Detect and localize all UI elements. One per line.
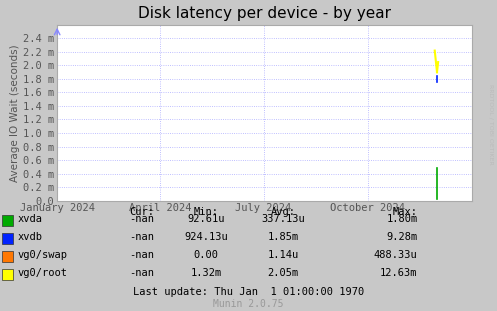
Text: -nan: -nan (129, 232, 154, 242)
Text: -nan: -nan (129, 250, 154, 260)
Text: Avg:: Avg: (271, 207, 296, 217)
Text: 1.32m: 1.32m (191, 268, 222, 278)
Text: Max:: Max: (393, 207, 417, 217)
Text: 2.05m: 2.05m (268, 268, 299, 278)
Text: -nan: -nan (129, 268, 154, 278)
Text: -nan: -nan (129, 214, 154, 224)
Text: 92.61u: 92.61u (187, 214, 225, 224)
Text: RRDTOOL / TOBI OETIKER: RRDTOOL / TOBI OETIKER (489, 84, 494, 165)
Text: Min:: Min: (194, 207, 219, 217)
Text: vg0/root: vg0/root (17, 268, 68, 278)
Text: 9.28m: 9.28m (386, 232, 417, 242)
Text: 337.13u: 337.13u (261, 214, 305, 224)
Text: vg0/swap: vg0/swap (17, 250, 68, 260)
Text: Cur:: Cur: (129, 207, 154, 217)
Text: 488.33u: 488.33u (374, 250, 417, 260)
Text: xvdb: xvdb (17, 232, 42, 242)
Text: 12.63m: 12.63m (380, 268, 417, 278)
Text: xvda: xvda (17, 214, 42, 224)
Text: 1.85m: 1.85m (268, 232, 299, 242)
Y-axis label: Average IO Wait (seconds): Average IO Wait (seconds) (10, 44, 20, 182)
Title: Disk latency per device - by year: Disk latency per device - by year (138, 6, 391, 21)
Text: 1.14u: 1.14u (268, 250, 299, 260)
Text: 0.00: 0.00 (194, 250, 219, 260)
Text: Munin 2.0.75: Munin 2.0.75 (213, 299, 284, 309)
Text: Last update: Thu Jan  1 01:00:00 1970: Last update: Thu Jan 1 01:00:00 1970 (133, 287, 364, 297)
Text: 1.80m: 1.80m (386, 214, 417, 224)
Text: 924.13u: 924.13u (184, 232, 228, 242)
